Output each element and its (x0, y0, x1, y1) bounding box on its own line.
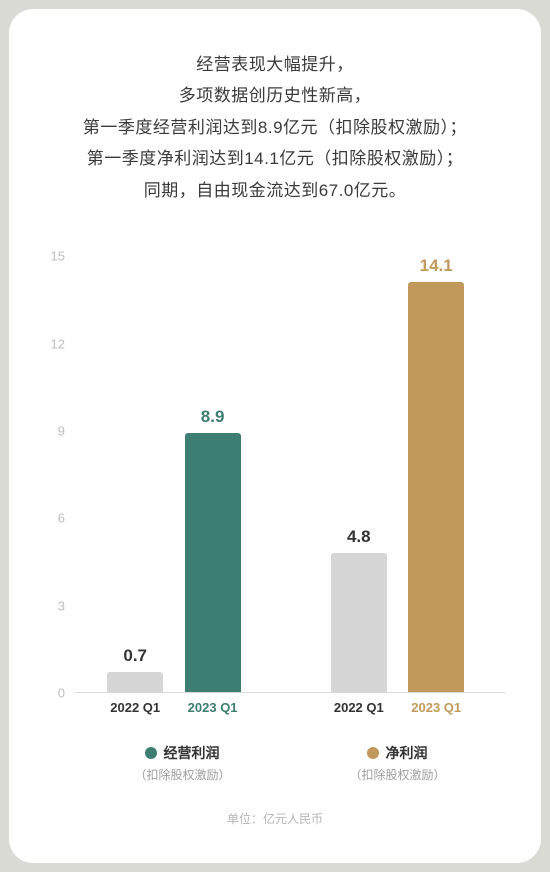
x-category-label: 2023 Q1 (173, 692, 253, 715)
legend-title: 净利润 (385, 743, 427, 763)
headline-line: 第一季度净利润达到14.1亿元（扣除股权激励）； (37, 143, 513, 174)
bar: 8.9 (185, 433, 241, 692)
y-tick-label: 15 (37, 249, 65, 264)
bar-value-label: 0.7 (107, 646, 163, 666)
report-card: 经营表现大幅提升， 多项数据创历史性新高， 第一季度经营利润达到8.9亿元（扣除… (9, 9, 541, 863)
y-tick-label: 6 (37, 511, 65, 526)
legend-top: 经营利润 (134, 743, 230, 763)
headline-line: 多项数据创历史性新高， (37, 80, 513, 111)
x-category-label: 2023 Q1 (396, 692, 476, 715)
plot-region: 0.72022 Q18.92023 Q14.82022 Q114.12023 Q… (75, 256, 505, 693)
legend-subtitle: （扣除股权激励） (134, 766, 230, 783)
legend-subtitle: （扣除股权激励） (349, 766, 445, 783)
y-tick-label: 9 (37, 423, 65, 438)
bar: 0.7 (107, 672, 163, 692)
legend-row: 经营利润 （扣除股权激励） 净利润 （扣除股权激励） (75, 743, 505, 783)
x-category-label: 2022 Q1 (95, 692, 175, 715)
x-category-label: 2022 Q1 (319, 692, 399, 715)
legend-item: 净利润 （扣除股权激励） (349, 743, 445, 783)
legend-title: 经营利润 (163, 743, 219, 763)
y-tick-label: 12 (37, 336, 65, 351)
bar-value-label: 4.8 (331, 527, 387, 547)
headline-block: 经营表现大幅提升， 多项数据创历史性新高， 第一季度经营利润达到8.9亿元（扣除… (37, 49, 513, 206)
headline-line: 经营表现大幅提升， (37, 49, 513, 80)
bar-value-label: 8.9 (185, 407, 241, 427)
bar-value-label: 14.1 (408, 256, 464, 276)
y-tick-label: 0 (37, 686, 65, 701)
bar: 14.1 (408, 282, 464, 692)
headline-line: 第一季度经营利润达到8.9亿元（扣除股权激励）； (37, 112, 513, 143)
chart-area: 0.72022 Q18.92023 Q14.82022 Q114.12023 Q… (37, 236, 513, 843)
legend-top: 净利润 (349, 743, 445, 763)
legend-dot-icon (145, 747, 157, 759)
y-tick-label: 3 (37, 598, 65, 613)
bar-chart: 0.72022 Q18.92023 Q14.82022 Q114.12023 Q… (37, 236, 513, 843)
legend-dot-icon (367, 747, 379, 759)
bar: 4.8 (331, 553, 387, 692)
legend-item: 经营利润 （扣除股权激励） (134, 743, 230, 783)
headline-line: 同期，自由现金流达到67.0亿元。 (37, 175, 513, 206)
unit-label: 单位：亿元人民币 (37, 810, 513, 827)
